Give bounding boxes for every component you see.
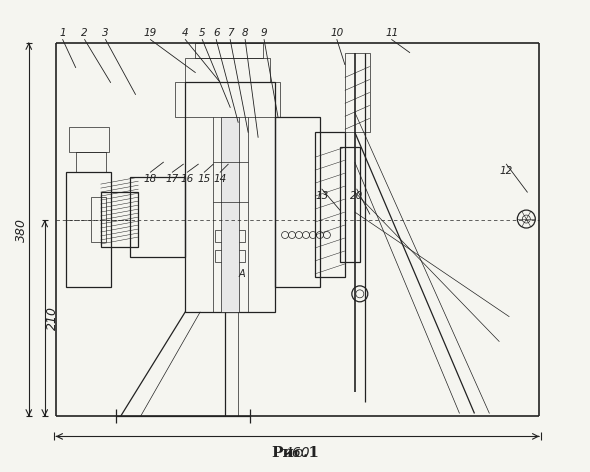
Text: 5: 5 bbox=[199, 27, 205, 38]
Text: 3: 3 bbox=[102, 27, 109, 38]
Text: 2: 2 bbox=[81, 27, 88, 38]
Text: 7: 7 bbox=[227, 27, 234, 38]
Bar bbox=[100, 192, 139, 247]
Text: 14: 14 bbox=[214, 174, 227, 184]
Bar bbox=[65, 172, 110, 287]
Text: Рис.1: Рис.1 bbox=[271, 447, 319, 460]
Text: 15: 15 bbox=[198, 174, 211, 184]
Text: 6: 6 bbox=[213, 27, 219, 38]
Bar bbox=[175, 83, 280, 118]
Bar bbox=[345, 52, 370, 132]
Bar bbox=[340, 147, 360, 262]
Bar bbox=[215, 230, 245, 242]
Bar bbox=[215, 250, 245, 262]
Bar bbox=[315, 132, 345, 277]
Text: 19: 19 bbox=[144, 27, 157, 38]
Text: 13: 13 bbox=[315, 191, 329, 201]
Text: 9: 9 bbox=[261, 27, 267, 38]
Text: 20: 20 bbox=[350, 191, 363, 201]
Text: 16: 16 bbox=[181, 174, 194, 184]
Text: 8: 8 bbox=[242, 27, 248, 38]
Text: 4: 4 bbox=[182, 27, 189, 38]
Bar bbox=[221, 118, 239, 312]
Bar bbox=[68, 127, 109, 152]
Bar bbox=[185, 83, 275, 312]
Bar bbox=[130, 177, 185, 257]
Bar bbox=[185, 58, 270, 83]
Text: 210: 210 bbox=[46, 306, 59, 330]
Bar bbox=[195, 42, 263, 58]
Bar bbox=[275, 118, 320, 287]
Text: A: A bbox=[238, 269, 245, 279]
Text: 17: 17 bbox=[166, 174, 179, 184]
Bar bbox=[91, 197, 106, 242]
Text: 11: 11 bbox=[385, 27, 398, 38]
Text: 12: 12 bbox=[500, 166, 513, 176]
Text: 18: 18 bbox=[144, 174, 157, 184]
Text: 1: 1 bbox=[60, 27, 66, 38]
Bar bbox=[76, 152, 106, 172]
Text: 460: 460 bbox=[284, 447, 311, 460]
Text: 380: 380 bbox=[15, 218, 28, 242]
Text: 10: 10 bbox=[330, 27, 343, 38]
